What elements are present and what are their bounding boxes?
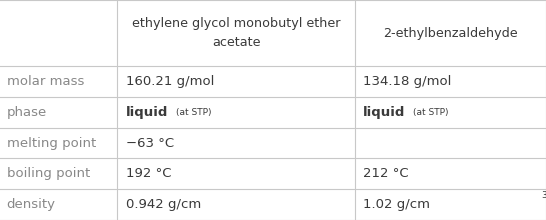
Text: 2-ethylbenzaldehyde: 2-ethylbenzaldehyde xyxy=(383,26,518,40)
Text: density: density xyxy=(7,198,56,211)
Text: liquid: liquid xyxy=(126,106,168,119)
Text: 0.942 g/cm: 0.942 g/cm xyxy=(126,198,201,211)
Text: melting point: melting point xyxy=(7,136,96,150)
Text: 212 °C: 212 °C xyxy=(363,167,409,180)
Text: (at STP): (at STP) xyxy=(176,108,211,117)
Text: 3: 3 xyxy=(542,191,546,200)
Text: 160.21 g/mol: 160.21 g/mol xyxy=(126,75,214,88)
Text: 134.18 g/mol: 134.18 g/mol xyxy=(363,75,452,88)
Text: boiling point: boiling point xyxy=(7,167,90,180)
Text: 1.02 g/cm: 1.02 g/cm xyxy=(363,198,430,211)
Text: 192 °C: 192 °C xyxy=(126,167,171,180)
Text: phase: phase xyxy=(7,106,47,119)
Text: liquid: liquid xyxy=(363,106,406,119)
Text: (at STP): (at STP) xyxy=(413,108,449,117)
Text: −63 °C: −63 °C xyxy=(126,136,174,150)
Text: molar mass: molar mass xyxy=(7,75,84,88)
Text: ethylene glycol monobutyl ether
acetate: ethylene glycol monobutyl ether acetate xyxy=(132,18,340,48)
